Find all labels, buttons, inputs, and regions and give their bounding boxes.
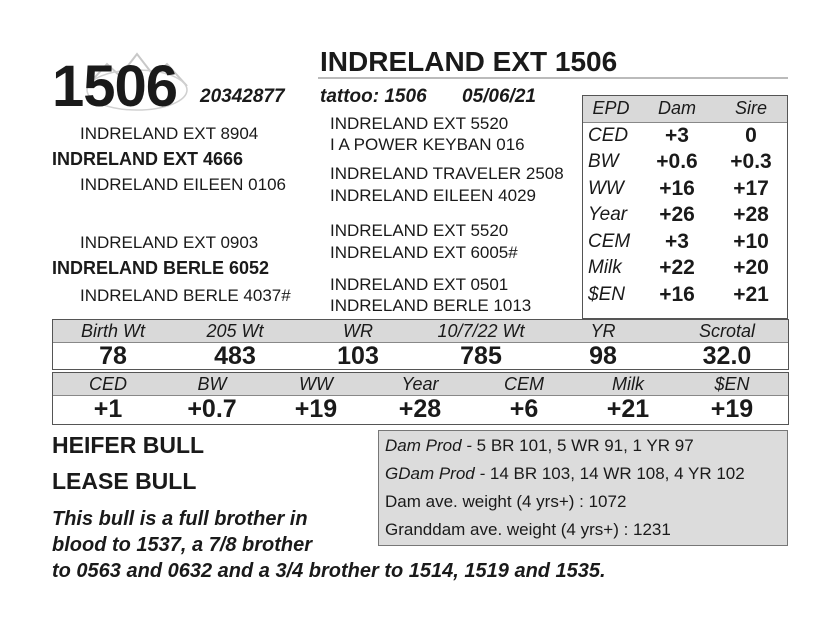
en-header: $EN [714, 374, 750, 394]
dam-value: +26 [659, 203, 695, 227]
status-lease-bull: LEASE BULL [52, 468, 197, 494]
sire-value: +17 [733, 176, 769, 200]
tattoo: tattoo: 1506 [320, 86, 427, 107]
gdam-prod: GDam Prod - 14 BR 103, 14 WR 108, 4 YR 1… [385, 464, 745, 484]
yearling-weight-value: 785 [460, 342, 502, 370]
dam-value: +22 [659, 256, 695, 280]
yearling-ratio-value: 98 [589, 342, 617, 370]
scrotal-header: Scrotal [698, 321, 756, 341]
sire-value: +21 [733, 282, 769, 306]
table-row: CED +3 0 [582, 122, 788, 149]
epd-label: BW [588, 151, 619, 173]
parent-epd-table: EPD Dam Sire CED +3 0 BW +0.6 +0.3 WW +16 +17 … [582, 95, 788, 308]
epd-label: Milk [588, 257, 622, 279]
bw-value: +0.7 [187, 395, 237, 423]
ww-header: WW [299, 374, 333, 394]
dam-weight: Dam ave. weight (4 yrs+) : 1072 [385, 492, 627, 511]
year-header: Year [401, 374, 439, 394]
cem-header: CEM [504, 374, 544, 394]
milk-header: Milk [612, 374, 644, 394]
sire-value: +10 [733, 229, 769, 253]
birth-weight-value: 78 [99, 342, 127, 370]
pedigree-dd-dam: INDRELAND BERLE 1013 [330, 296, 532, 315]
table-row: $EN +16 +21 [582, 282, 788, 309]
title-divider [318, 77, 788, 79]
dam-value: +16 [659, 176, 695, 200]
table-row: CEM +3 +10 [582, 229, 788, 256]
bw-header: BW [197, 374, 227, 394]
status-heifer-bull: HEIFER BULL [52, 432, 205, 458]
pedigree-dd-sire: INDRELAND EXT 0501 [330, 275, 509, 294]
birth-weight-header: Birth Wt [80, 321, 145, 341]
production-box: Dam Prod - 5 BR 101, 5 WR 91, 1 YR 97 GD… [378, 430, 788, 546]
dam-column-header: Dam [640, 95, 714, 123]
epd-column-header: EPD [582, 95, 640, 123]
ww-value: +19 [294, 395, 338, 423]
pedigree-sire: INDRELAND EXT 4666 [52, 149, 244, 169]
pedigree-sd-dam: INDRELAND EILEEN 4029 [330, 186, 536, 205]
sire-value: 0 [745, 123, 757, 147]
sire-value: +20 [733, 256, 769, 280]
pedigree-dam-sire: INDRELAND EXT 0903 [80, 233, 259, 252]
epd-label: WW [588, 177, 624, 199]
table-row: Milk +22 +20 [582, 255, 788, 282]
pedigree-ds-dam: INDRELAND EXT 6005# [330, 243, 518, 262]
year-value: +28 [398, 395, 442, 423]
dam-prod: Dam Prod - 5 BR 101, 5 WR 91, 1 YR 97 [385, 436, 694, 456]
epd-header-band [53, 373, 788, 396]
epd-label: Year [588, 204, 628, 226]
en-value: +19 [710, 395, 754, 423]
ranch-logo [86, 52, 188, 111]
dam-value: +3 [665, 229, 689, 253]
dam-prod-label: Dam Prod - [385, 436, 472, 455]
pedigree-sire-sire: INDRELAND EXT 8904 [80, 124, 259, 143]
weaning-ratio-header: WR [343, 321, 373, 341]
performance-header-band [53, 320, 788, 343]
sire-value: +28 [733, 203, 769, 227]
notes: This bull is a full brother in blood to … [52, 506, 606, 584]
weaning-weight-value: 483 [214, 342, 256, 370]
milk-value: +21 [606, 395, 650, 423]
notes-line: This bull is a full brother in [52, 508, 308, 530]
cem-value: +6 [509, 395, 539, 423]
granddam-weight: Granddam ave. weight (4 yrs+) : 1231 [385, 520, 671, 539]
registration-number: 20342877 [200, 86, 285, 107]
table-row: Year +26 +28 [582, 202, 788, 229]
pedigree-sd-sire: INDRELAND TRAVELER 2508 [330, 164, 564, 183]
dam-value: +16 [659, 282, 695, 306]
table-row: BW +0.6 +0.3 [582, 149, 788, 176]
epd-label: $EN [588, 283, 625, 305]
performance-table: Birth Wt 205 Wt WR 10/7/22 Wt YR Scrotal… [52, 319, 789, 370]
notes-line: to 0563 and 0632 and a 3/4 brother to 15… [52, 560, 606, 582]
epd-label: CEM [588, 230, 631, 252]
weaning-weight-header: 205 Wt [206, 321, 264, 341]
gdam-prod-label: GDam Prod - [385, 464, 486, 483]
birth-date: 05/06/21 [462, 86, 536, 107]
pedigree-ss-dam: I A POWER KEYBAN 016 [330, 135, 525, 154]
epd-table: CED BW WW Year CEM Milk $EN +1 +0.7 +19 … [52, 372, 789, 425]
gdam-prod-value: 14 BR 103, 14 WR 108, 4 YR 102 [485, 464, 745, 483]
pedigree-dam: INDRELAND BERLE 6052 [52, 258, 270, 278]
sire-column-header: Sire [714, 95, 788, 123]
epd-label: CED [588, 124, 629, 146]
ced-value: +1 [93, 395, 123, 423]
dam-value: +0.6 [656, 150, 698, 174]
ced-header: CED [88, 374, 127, 394]
pedigree-sire-dam: INDRELAND EILEEN 0106 [80, 175, 286, 194]
dam-value: +3 [665, 123, 689, 147]
pedigree-ds-sire: INDRELAND EXT 5520 [330, 221, 509, 240]
notes-line: blood to 1537, a 7/8 brother [52, 534, 313, 556]
animal-name: INDRELAND EXT 1506 [320, 46, 618, 77]
pedigree-ss-sire: INDRELAND EXT 5520 [330, 114, 509, 133]
yearling-weight-header: 10/7/22 Wt [437, 321, 525, 341]
weaning-ratio-value: 103 [337, 342, 379, 370]
yearling-ratio-header: YR [590, 321, 616, 341]
pedigree-dam-dam: INDRELAND BERLE 4037# [80, 286, 291, 305]
sire-value: +0.3 [730, 150, 772, 174]
table-row: WW +16 +17 [582, 176, 788, 203]
dam-prod-value: 5 BR 101, 5 WR 91, 1 YR 97 [471, 436, 694, 455]
parent-epd-header: EPD Dam Sire [582, 95, 788, 123]
lot-number: 1506 [52, 54, 178, 119]
scrotal-value: 32.0 [702, 342, 752, 370]
